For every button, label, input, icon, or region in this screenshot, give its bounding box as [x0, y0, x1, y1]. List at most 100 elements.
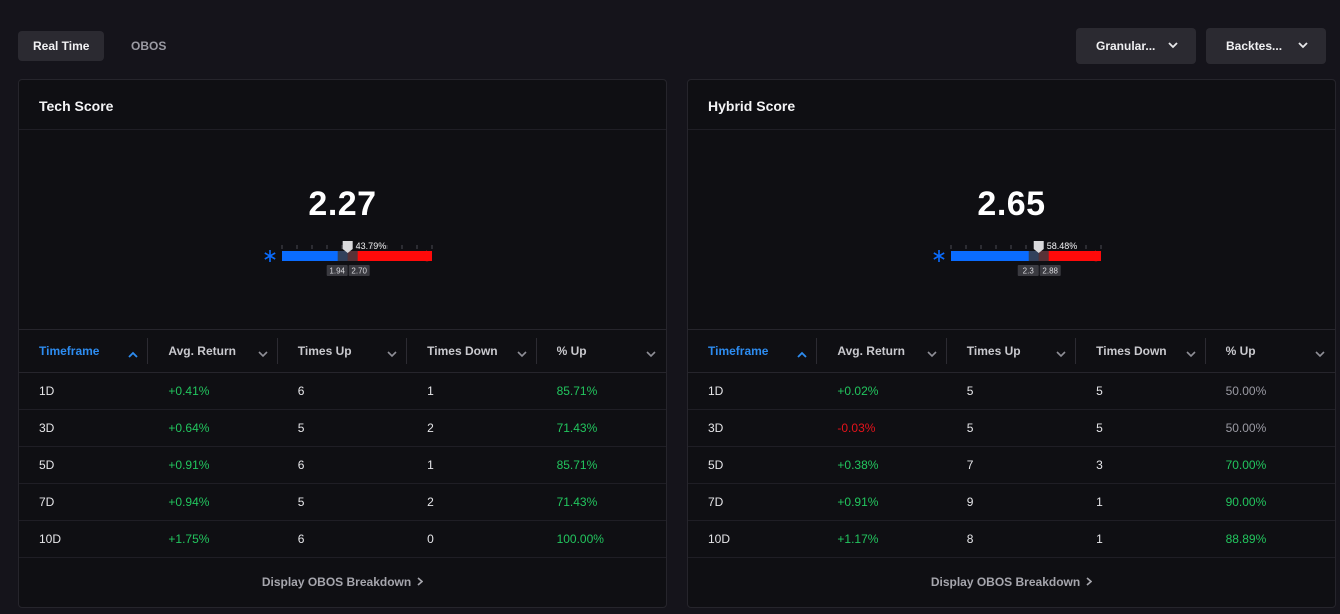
stats-table: Timeframe Avg. Return Times Up Times Down % … [688, 330, 1335, 558]
flame-icon [422, 250, 432, 262]
gauge-area: 2.65 58.48% 2.3 2.88 [688, 130, 1335, 330]
table-cell: 1D [688, 372, 818, 410]
chevron-down-icon[interactable] [646, 347, 656, 361]
footer-label: Display OBOS Breakdown [930, 574, 1081, 589]
table-cell: 5D [19, 446, 149, 484]
chevron-down-icon[interactable] [1056, 347, 1066, 361]
table-row: 3D -0.03% 5 5 50.00% [688, 409, 1335, 447]
column-header[interactable]: % Up [536, 330, 666, 373]
backtest-dropdown[interactable]: Backtes... [1206, 28, 1326, 64]
chevron-up-icon[interactable] [128, 347, 139, 361]
gauge-marker [342, 241, 353, 253]
table-cell: 2 [407, 483, 537, 521]
display-obos-breakdown-link[interactable]: Display OBOS Breakdown [19, 558, 666, 606]
column-header[interactable]: Timeframe [19, 330, 149, 373]
table-cell: 7D [688, 483, 818, 521]
gauge-bull-segment [1038, 251, 1101, 261]
table-cell: +0.38% [817, 446, 947, 484]
table-cell: 5 [277, 409, 408, 447]
column-header[interactable]: Timeframe [688, 330, 818, 373]
table-cell: 7D [19, 483, 149, 521]
column-header[interactable]: Times Down [1076, 330, 1206, 373]
table-cell: 5 [1076, 409, 1206, 447]
gauge-high-box [1039, 265, 1061, 276]
table-row: 7D +0.94% 5 2 71.43% [19, 483, 666, 521]
table-cell: +0.91% [817, 483, 947, 521]
table-cell: 1D [19, 372, 149, 410]
column-header-label: Times Up [966, 343, 1021, 358]
gauge-high-box [348, 265, 370, 276]
chevron-down-icon[interactable] [258, 347, 268, 361]
column-header-label: Times Down [427, 343, 498, 358]
chevron-down-icon[interactable] [1315, 347, 1325, 361]
table-cell: 0 [407, 520, 537, 558]
table-cell: 1 [1076, 520, 1206, 558]
tab-real-time[interactable]: Real Time [18, 31, 105, 61]
score-card: Hybrid Score 2.65 58.48% 2.3 2.88 Timeframe Av… [687, 79, 1336, 608]
chevron-right-icon [417, 577, 424, 586]
chevron-down-icon [1298, 42, 1308, 49]
gauge-percent-label: 58.48% [1047, 241, 1078, 251]
column-header[interactable]: % Up [1205, 330, 1335, 373]
table-cell: 3D [688, 409, 818, 447]
table-row: 7D +0.91% 9 1 90.00% [688, 483, 1335, 521]
table-cell: 1 [407, 446, 537, 484]
card-title: Hybrid Score [688, 80, 1335, 130]
gauge-bear-segment [282, 251, 348, 261]
score-gauge: 43.79% 1.94 2.70 [264, 241, 433, 276]
table-cell: 10D [19, 520, 149, 558]
column-header-label: % Up [556, 343, 587, 358]
gauge-low-label: 1.94 [329, 267, 345, 276]
card-title: Tech Score [19, 80, 666, 130]
table-cell: +0.41% [148, 372, 278, 410]
chevron-up-icon[interactable] [797, 347, 808, 361]
gauge-percent-label: 43.79% [356, 241, 387, 251]
chevron-down-icon [1168, 42, 1178, 49]
tab-obos[interactable]: OBOS [131, 39, 167, 53]
table-cell: +1.17% [817, 520, 947, 558]
chevron-down-icon[interactable] [387, 347, 397, 361]
table-cell: -0.03% [817, 409, 947, 447]
chevron-down-icon[interactable] [516, 347, 527, 361]
column-header[interactable]: Times Up [946, 330, 1077, 373]
stats-table: Timeframe Avg. Return Times Up Times Down % … [19, 330, 666, 558]
table-row: 5D +0.91% 6 1 85.71% [19, 446, 666, 484]
table-cell: 6 [277, 446, 408, 484]
table-cell: 5 [946, 409, 1077, 447]
table-cell: 10D [688, 520, 818, 558]
column-header[interactable]: Times Down [407, 330, 537, 373]
granularity-dropdown[interactable]: Granular... [1076, 28, 1196, 64]
gauge-area: 2.27 43.79% 1.94 2.70 [19, 130, 666, 330]
display-obos-breakdown-link[interactable]: Display OBOS Breakdown [688, 558, 1335, 606]
column-header[interactable]: Avg. Return [817, 330, 948, 373]
table-cell: 6 [277, 520, 408, 558]
snowflake-icon [264, 250, 276, 262]
column-header-label: Avg. Return [837, 343, 905, 358]
gauge-high-label: 2.88 [1042, 267, 1058, 276]
column-header[interactable]: Times Up [277, 330, 408, 373]
table-cell: 90.00% [1205, 483, 1335, 521]
chevron-down-icon[interactable] [927, 347, 937, 361]
column-header[interactable]: Avg. Return [148, 330, 279, 373]
chevron-down-icon[interactable] [1185, 347, 1196, 361]
score-value: 2.27 [308, 185, 377, 223]
table-cell: 1 [1076, 483, 1206, 521]
column-header-label: Times Up [297, 343, 352, 358]
table-cell: 5 [1076, 372, 1206, 410]
gauge-bear-segment [951, 251, 1039, 261]
column-header-label: % Up [1225, 343, 1256, 358]
score-card: Tech Score 2.27 43.79% 1.94 2.70 Timeframe Avg… [18, 79, 667, 608]
table-cell: 100.00% [536, 520, 666, 558]
table-cell: 71.43% [536, 483, 666, 521]
table-cell: 7 [946, 446, 1077, 484]
table-cell: 50.00% [1205, 372, 1335, 410]
gauge-bull-segment [347, 251, 432, 261]
table-cell: 85.71% [536, 372, 666, 410]
score-value: 2.65 [977, 185, 1046, 223]
table-cell: 5 [277, 483, 408, 521]
table-row: 1D +0.02% 5 5 50.00% [688, 372, 1335, 410]
footer-label: Display OBOS Breakdown [261, 574, 412, 589]
table-row: 1D +0.41% 6 1 85.71% [19, 372, 666, 410]
column-header-label: Timeframe [708, 343, 769, 358]
flame-icon [1091, 250, 1101, 262]
